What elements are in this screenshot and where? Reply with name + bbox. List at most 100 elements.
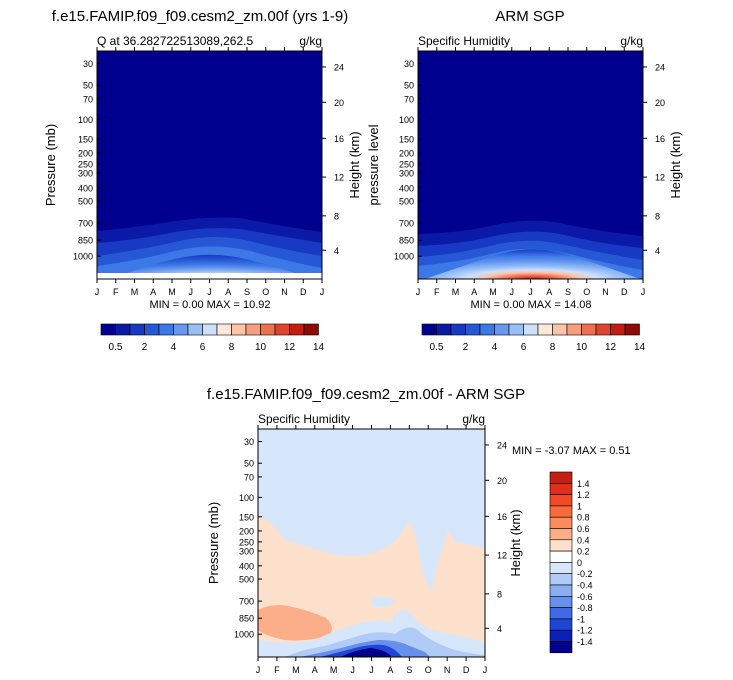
x-tick-label: J — [320, 287, 325, 297]
colorbar-box — [173, 323, 189, 336]
colorbar-box — [202, 323, 218, 336]
y-tick-label: 50 — [83, 81, 93, 91]
panel1-subtitle-right: g/kg — [299, 34, 322, 48]
colorbar-box — [549, 641, 573, 654]
colorbar-label: 10 — [576, 342, 588, 353]
colorbar-box — [231, 323, 247, 336]
colorbar-box — [549, 528, 573, 541]
colorbar-box — [274, 323, 290, 336]
y-right-tick-label: 16 — [497, 512, 507, 522]
colorbar-box — [549, 550, 573, 563]
colorbar-label: 14 — [634, 342, 646, 353]
y-tick-label: 150 — [239, 512, 254, 522]
y-right-tick-label: 16 — [655, 134, 665, 144]
panel1-colorbar: 0.5 2 4 6 8 10 12 14 — [100, 323, 325, 353]
panel2-subtitle-left: Specific Humidity — [418, 34, 510, 48]
y-right-tick-label: 4 — [655, 246, 660, 256]
x-tick-label: O — [425, 665, 432, 675]
colorbar-box — [158, 323, 174, 336]
colorbar-box — [581, 323, 597, 336]
x-tick-label: A — [225, 287, 231, 297]
y-tick-label: 200 — [239, 526, 254, 536]
y-tick-label: 1000 — [234, 630, 254, 640]
x-tick-label: N — [602, 287, 609, 297]
y-right-tick-label: 4 — [497, 624, 502, 634]
y-tick-label: 850 — [239, 614, 254, 624]
colorbar-label: 14 — [313, 342, 325, 353]
y-tick-label: 400 — [239, 561, 254, 571]
colorbar-label: 4 — [492, 342, 498, 353]
panel3-subtitle-left: Specific Humidity — [258, 412, 350, 426]
colorbar-box — [610, 323, 626, 336]
colorbar-label: -0.6 — [577, 592, 593, 602]
x-tick-label: J — [641, 287, 646, 297]
colorbar-box — [549, 505, 573, 518]
y-tick-label: 100 — [239, 493, 254, 503]
colorbar-box — [479, 323, 495, 336]
colorbar-label: 8 — [550, 342, 556, 353]
panel1-y-axis-label-right: Height (km) — [347, 131, 362, 198]
y-right-tick-label: 20 — [497, 476, 507, 486]
colorbar-box — [549, 471, 573, 484]
panel2-colorbar: 0.5 2 4 6 8 10 12 14 — [421, 323, 646, 353]
y-right-tick-label: 8 — [655, 211, 660, 221]
y-tick-label: 70 — [404, 94, 414, 104]
colorbar-box — [549, 573, 573, 586]
colorbar-box — [465, 323, 481, 336]
y-tick-label: 50 — [404, 81, 414, 91]
colorbar-box — [100, 323, 116, 336]
y-tick-label: 100 — [78, 115, 93, 125]
panel2-y-axis-label-right: Height (km) — [668, 131, 683, 198]
colorbar-box — [216, 323, 232, 336]
y-tick-label: 1000 — [73, 252, 93, 262]
y-right-tick-label: 12 — [334, 173, 344, 183]
colorbar-box — [115, 323, 131, 336]
x-tick-label: J — [528, 287, 533, 297]
y-tick-label: 70 — [244, 472, 254, 482]
x-tick-label: J — [189, 287, 194, 297]
y-right-tick-label: 24 — [655, 62, 665, 72]
colorbar-label: -1.2 — [577, 626, 593, 636]
x-tick-label: S — [565, 287, 571, 297]
y-tick-label: 30 — [83, 59, 93, 69]
y-right-tick-label: 20 — [655, 98, 665, 108]
x-tick-label: F — [434, 287, 440, 297]
y-tick-label: 30 — [404, 59, 414, 69]
x-tick-label: A — [387, 665, 393, 675]
x-tick-label: A — [312, 665, 318, 675]
x-tick-label: F — [113, 287, 119, 297]
colorbar-box — [549, 562, 573, 575]
colorbar-box — [549, 629, 573, 642]
panel1-y-axis-label: Pressure (mb) — [43, 124, 58, 206]
panel2-subtitle-right: g/kg — [620, 34, 643, 48]
y-right-tick-label: 20 — [334, 98, 344, 108]
x-tick-label: J — [256, 665, 261, 675]
colorbar-box — [494, 323, 510, 336]
colorbar-box — [549, 595, 573, 608]
y-tick-label: 850 — [399, 236, 414, 246]
y-tick-label: 200 — [78, 148, 93, 158]
panel2-plot-area — [417, 50, 644, 280]
colorbar-label: 10 — [255, 342, 267, 353]
panel3-plot-area — [257, 428, 486, 658]
colorbar-box — [187, 323, 203, 336]
x-tick-label: M — [292, 665, 300, 675]
x-tick-label: O — [583, 287, 590, 297]
y-tick-label: 1000 — [394, 252, 414, 262]
x-tick-label: A — [150, 287, 156, 297]
y-tick-label: 700 — [78, 219, 93, 229]
colorbar-box — [549, 516, 573, 529]
x-tick-label: N — [444, 665, 451, 675]
panel3-y-axis-label: Pressure (mb) — [206, 502, 221, 584]
panel1-stats: MIN = 0.00 MAX = 10.92 — [149, 299, 270, 311]
colorbar-label: 8 — [229, 342, 235, 353]
colorbar-label: 0.5 — [430, 342, 444, 353]
y-tick-label: 70 — [83, 94, 93, 104]
y-right-tick-label: 12 — [655, 173, 665, 183]
x-tick-label: M — [131, 287, 139, 297]
colorbar-box — [436, 323, 452, 336]
x-tick-label: F — [274, 665, 280, 675]
